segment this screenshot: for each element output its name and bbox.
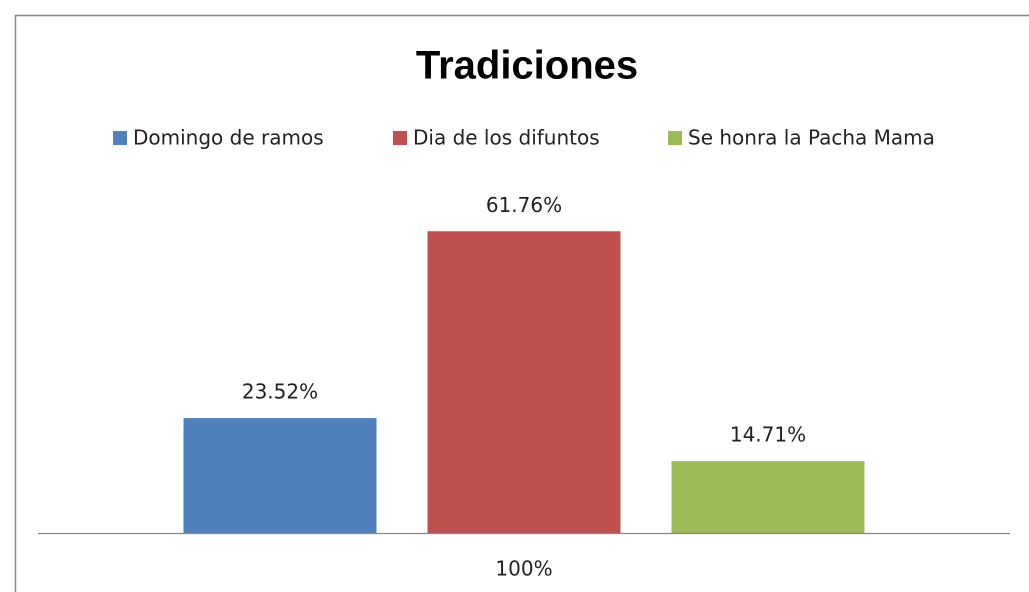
legend-label: Se honra la Pacha Mama (688, 126, 935, 150)
legend-label: Dia de los difuntos (413, 126, 600, 150)
legend-swatch (668, 131, 682, 145)
legend-swatch (113, 131, 127, 145)
x-tick-label: 100% (495, 557, 552, 581)
legend-swatch (393, 131, 407, 145)
value-label: 61.76% (486, 193, 562, 217)
bar (671, 461, 865, 533)
value-label: 23.52% (242, 380, 318, 404)
legend-label: Domingo de ramos (133, 126, 324, 150)
value-label: 14.71% (730, 423, 806, 447)
bar (427, 231, 621, 533)
chart-title: Tradiciones (416, 44, 638, 88)
bar (183, 418, 377, 533)
